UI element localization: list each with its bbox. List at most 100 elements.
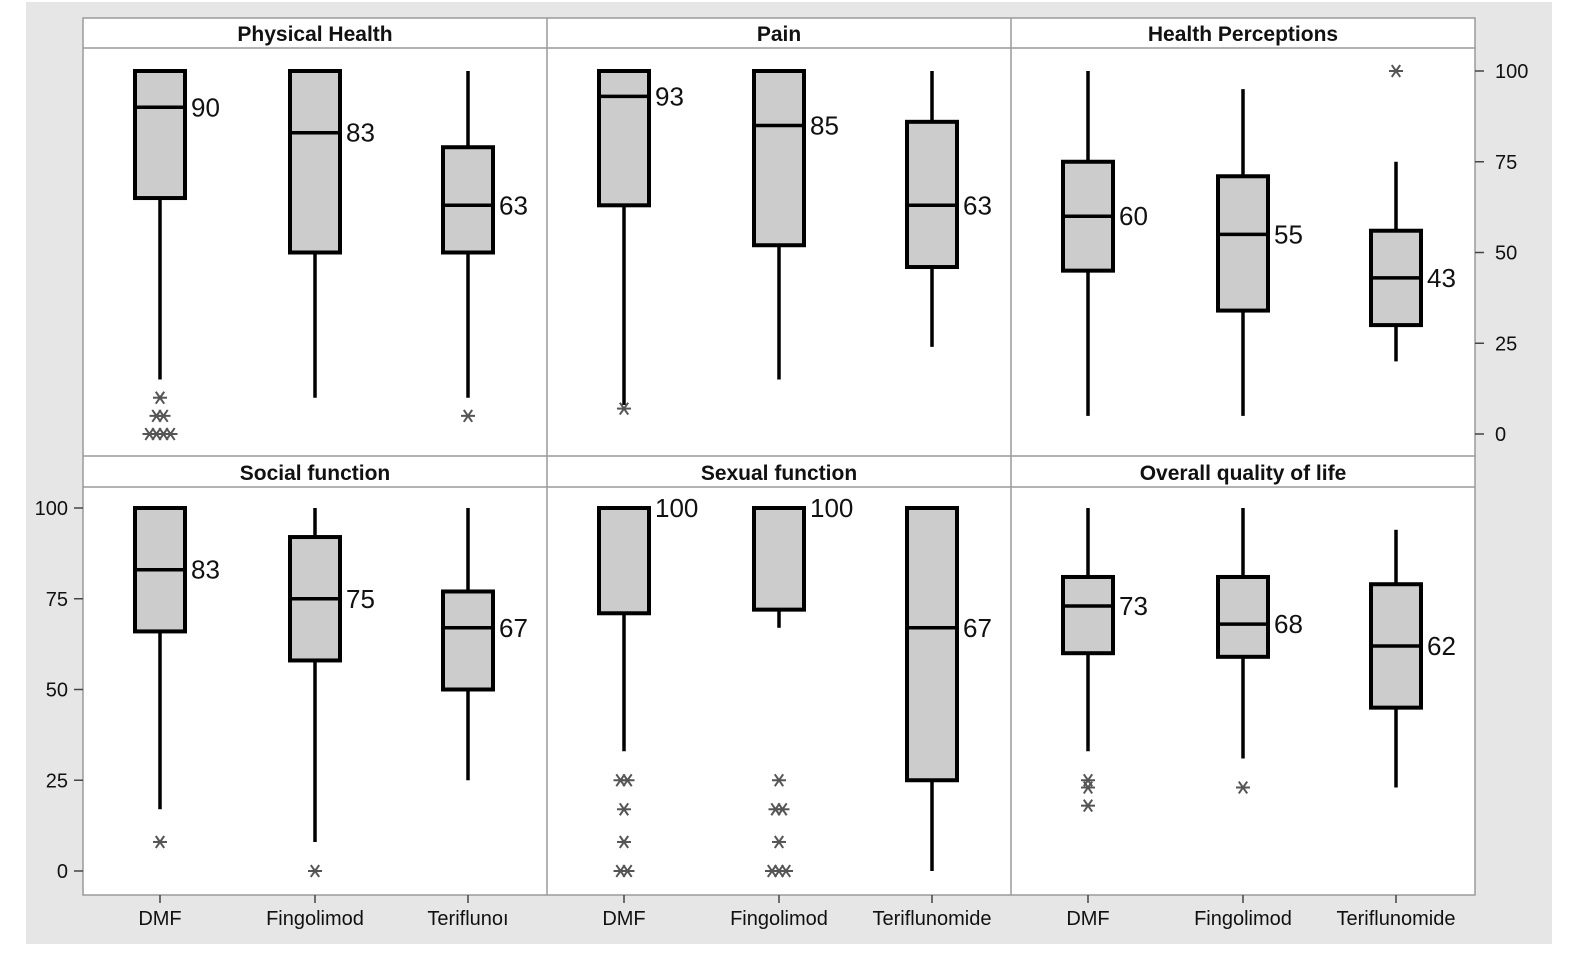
outlier-marker (772, 835, 786, 849)
outlier-stroke (773, 835, 785, 849)
iqr-box (1216, 174, 1270, 313)
panel-overall-quality-of-life: Overall quality of life 73 68 62 (1011, 462, 1475, 813)
box-fingolimod: 100 (752, 493, 853, 878)
outlier-marker (1081, 799, 1095, 813)
median-label: 100 (810, 493, 853, 523)
box-teriflunomide: 62 (1369, 529, 1456, 788)
y-tick-label-left: 25 (46, 770, 68, 792)
outlier-marker (617, 802, 631, 816)
outlier-stroke (1390, 64, 1402, 78)
panel-title: Sexual function (701, 462, 857, 485)
outlier-marker (617, 835, 631, 849)
box-fingolimod: 85 (752, 69, 839, 380)
x-tick-label: DMF (602, 908, 645, 930)
outlier-stroke (618, 402, 630, 416)
median-label: 68 (1274, 609, 1303, 639)
box-teriflunomide: 43 (1369, 64, 1456, 362)
outlier-stroke (165, 427, 176, 441)
box-fingolimod: 83 (288, 69, 375, 398)
x-tick-label: Teriflunomide (873, 908, 992, 930)
median-label: 73 (1119, 591, 1148, 621)
panel-pain: Pain 93 85 63 (547, 23, 1011, 416)
y-tick-label-right: 75 (1495, 152, 1517, 174)
iqr-box (441, 589, 495, 692)
box-dmf: 90 (133, 69, 220, 441)
iqr-box (441, 145, 495, 255)
panel-title: Physical Health (237, 23, 392, 46)
y-tick-label-right: 25 (1495, 333, 1517, 355)
median-label: 55 (1274, 219, 1303, 249)
iqr-box (597, 69, 651, 208)
outlier-marker (1389, 64, 1403, 78)
panel-health-perceptions: Health Perceptions 60 55 43 (1011, 23, 1475, 416)
iqr-box (752, 69, 806, 248)
box-dmf: 83 (133, 506, 220, 849)
x-tick-label: DMF (1066, 908, 1109, 930)
panel-social-function: Social function 83 75 67 (83, 462, 547, 878)
iqr-box (133, 69, 187, 201)
box-teriflunomide: 63 (905, 71, 992, 347)
x-tick-label: Fingolimod (730, 908, 828, 930)
outlier-marker (772, 773, 786, 787)
panel-title: Health Perceptions (1148, 23, 1338, 46)
outlier-marker (153, 835, 167, 849)
median-label: 63 (499, 190, 528, 220)
x-tick-label: Fingolimod (1194, 908, 1292, 930)
panel-grid: Physical Health 90 83 63 Pain 93 85 63 Health Pe… (83, 18, 1475, 895)
x-tick-label: Teriflunoı (427, 908, 508, 930)
outlier-stroke (309, 864, 321, 878)
median-label: 90 (191, 92, 220, 122)
median-label: 63 (963, 190, 992, 220)
box-teriflunomide: 63 (441, 71, 528, 423)
outlier-stroke (1082, 780, 1094, 795)
iqr-box (1216, 574, 1270, 659)
median-label: 83 (191, 555, 220, 585)
panel-title: Social function (240, 462, 391, 485)
median-label: 100 (655, 493, 698, 523)
box-teriflunomide: 67 (905, 506, 992, 871)
iqr-box (905, 119, 959, 270)
x-tick-label: DMF (138, 908, 181, 930)
outlier-marker (1081, 780, 1095, 795)
outlier-marker (153, 391, 167, 405)
iqr-box (288, 69, 342, 255)
median-label: 67 (963, 613, 992, 643)
x-tick-label: Teriflunomide (1337, 908, 1456, 930)
outlier-marker (779, 864, 793, 878)
iqr-box (752, 506, 806, 612)
outlier-marker (156, 409, 171, 423)
panel-title: Pain (757, 23, 801, 46)
axes: 0 25 50 75 100 0 25 50 75 100 DMF Fingolimod Teriflu… (35, 61, 1529, 930)
panel-physical-health: Physical Health 90 83 63 (83, 23, 547, 441)
outlier-stroke (154, 835, 166, 849)
panel-title: Overall quality of life (1140, 462, 1347, 485)
outlier-marker (461, 409, 475, 423)
outlier-stroke (773, 773, 785, 787)
outlier-stroke (622, 773, 633, 787)
box-dmf: 93 (597, 69, 684, 416)
outlier-marker (620, 864, 635, 878)
median-label: 93 (655, 81, 684, 111)
outlier-stroke (780, 864, 792, 878)
outlier-marker (620, 773, 635, 787)
median-label: 67 (499, 613, 528, 643)
y-tick-label-left: 0 (57, 861, 68, 883)
outlier-stroke (777, 802, 788, 816)
median-label: 83 (346, 118, 375, 148)
box-dmf: 60 (1061, 71, 1148, 416)
iqr-box (597, 506, 651, 616)
box-fingolimod: 75 (288, 508, 375, 878)
iqr-box (1061, 574, 1115, 656)
outlier-marker (1236, 780, 1250, 795)
outlier-stroke (462, 409, 474, 423)
outlier-stroke (618, 835, 630, 849)
median-label: 85 (810, 110, 839, 140)
median-label: 75 (346, 584, 375, 614)
median-label: 43 (1427, 263, 1456, 293)
y-tick-label-right: 100 (1495, 61, 1528, 83)
box-dmf: 73 (1061, 508, 1148, 813)
box-fingolimod: 55 (1216, 89, 1303, 416)
outlier-stroke (618, 802, 630, 816)
